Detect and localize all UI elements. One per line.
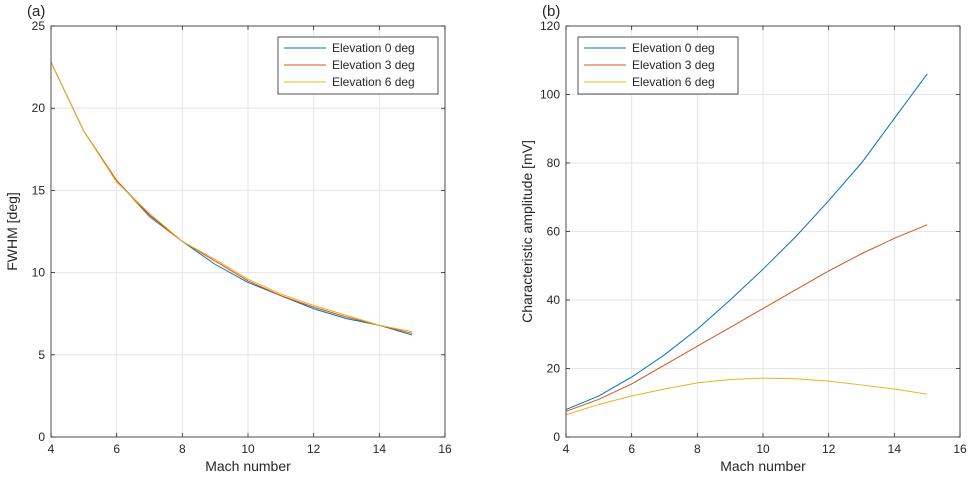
x-tick-label: 10 bbox=[241, 442, 255, 456]
panel-label: (b) bbox=[542, 3, 560, 20]
y-tick-label: 20 bbox=[32, 101, 46, 115]
y-tick-label: 0 bbox=[553, 430, 560, 444]
x-axis-label: Mach number bbox=[205, 458, 291, 474]
y-tick-label: 120 bbox=[540, 19, 560, 33]
x-tick-label: 6 bbox=[628, 442, 635, 456]
x-tick-label: 14 bbox=[373, 442, 387, 456]
x-tick-label: 8 bbox=[694, 442, 701, 456]
x-tick-label: 16 bbox=[438, 442, 452, 456]
y-tick-label: 25 bbox=[32, 19, 46, 33]
x-tick-label: 16 bbox=[953, 442, 967, 456]
y-tick-label: 20 bbox=[547, 362, 561, 376]
x-axis-label: Mach number bbox=[720, 458, 806, 474]
chart-panel-0: 4 6 8 10 12 14 16 0 5 10 15 20 25 Mach number FWHM [de… bbox=[4, 3, 452, 474]
series-line-2 bbox=[50, 61, 413, 333]
y-tick-label: 60 bbox=[547, 225, 561, 239]
series-line-2 bbox=[565, 377, 928, 416]
series-line-0 bbox=[565, 73, 928, 411]
y-tick-label: 5 bbox=[38, 348, 45, 362]
x-tick-label: 8 bbox=[179, 442, 186, 456]
x-tick-label: 6 bbox=[113, 442, 120, 456]
legend: Elevation 0 deg Elevation 3 deg Elevation … bbox=[277, 36, 439, 95]
x-tick-label: 4 bbox=[563, 442, 570, 456]
legend: Elevation 0 deg Elevation 3 deg Elevation … bbox=[577, 36, 739, 95]
legend-entry-1: Elevation 3 deg bbox=[332, 58, 415, 72]
x-tick-label: 12 bbox=[822, 442, 836, 456]
panel-label: (a) bbox=[27, 3, 45, 20]
series-line-1 bbox=[565, 224, 928, 412]
series-line-1 bbox=[50, 61, 413, 334]
x-tick-label: 4 bbox=[48, 442, 55, 456]
y-tick-label: 10 bbox=[32, 266, 46, 280]
x-tick-label: 12 bbox=[307, 442, 321, 456]
y-tick-label: 100 bbox=[540, 88, 560, 102]
legend-entry-0: Elevation 0 deg bbox=[632, 41, 715, 55]
y-tick-label: 15 bbox=[32, 183, 46, 197]
y-tick-label: 0 bbox=[38, 430, 45, 444]
x-tick-label: 14 bbox=[888, 442, 902, 456]
legend-entry-2: Elevation 6 deg bbox=[332, 75, 415, 89]
y-axis-label: FWHM [deg] bbox=[4, 192, 20, 271]
legend-entry-2: Elevation 6 deg bbox=[632, 75, 715, 89]
x-tick-label: 10 bbox=[756, 442, 770, 456]
y-tick-label: 80 bbox=[547, 156, 561, 170]
y-tick-label: 40 bbox=[547, 293, 561, 307]
chart-panel-1: 4 6 8 10 12 14 16 0 20 40 60 80 100 120 Mach number Cha… bbox=[519, 3, 967, 474]
legend-entry-1: Elevation 3 deg bbox=[632, 58, 715, 72]
legend-entry-0: Elevation 0 deg bbox=[332, 41, 415, 55]
y-axis-label: Characteristic amplitude [mV] bbox=[519, 140, 535, 323]
